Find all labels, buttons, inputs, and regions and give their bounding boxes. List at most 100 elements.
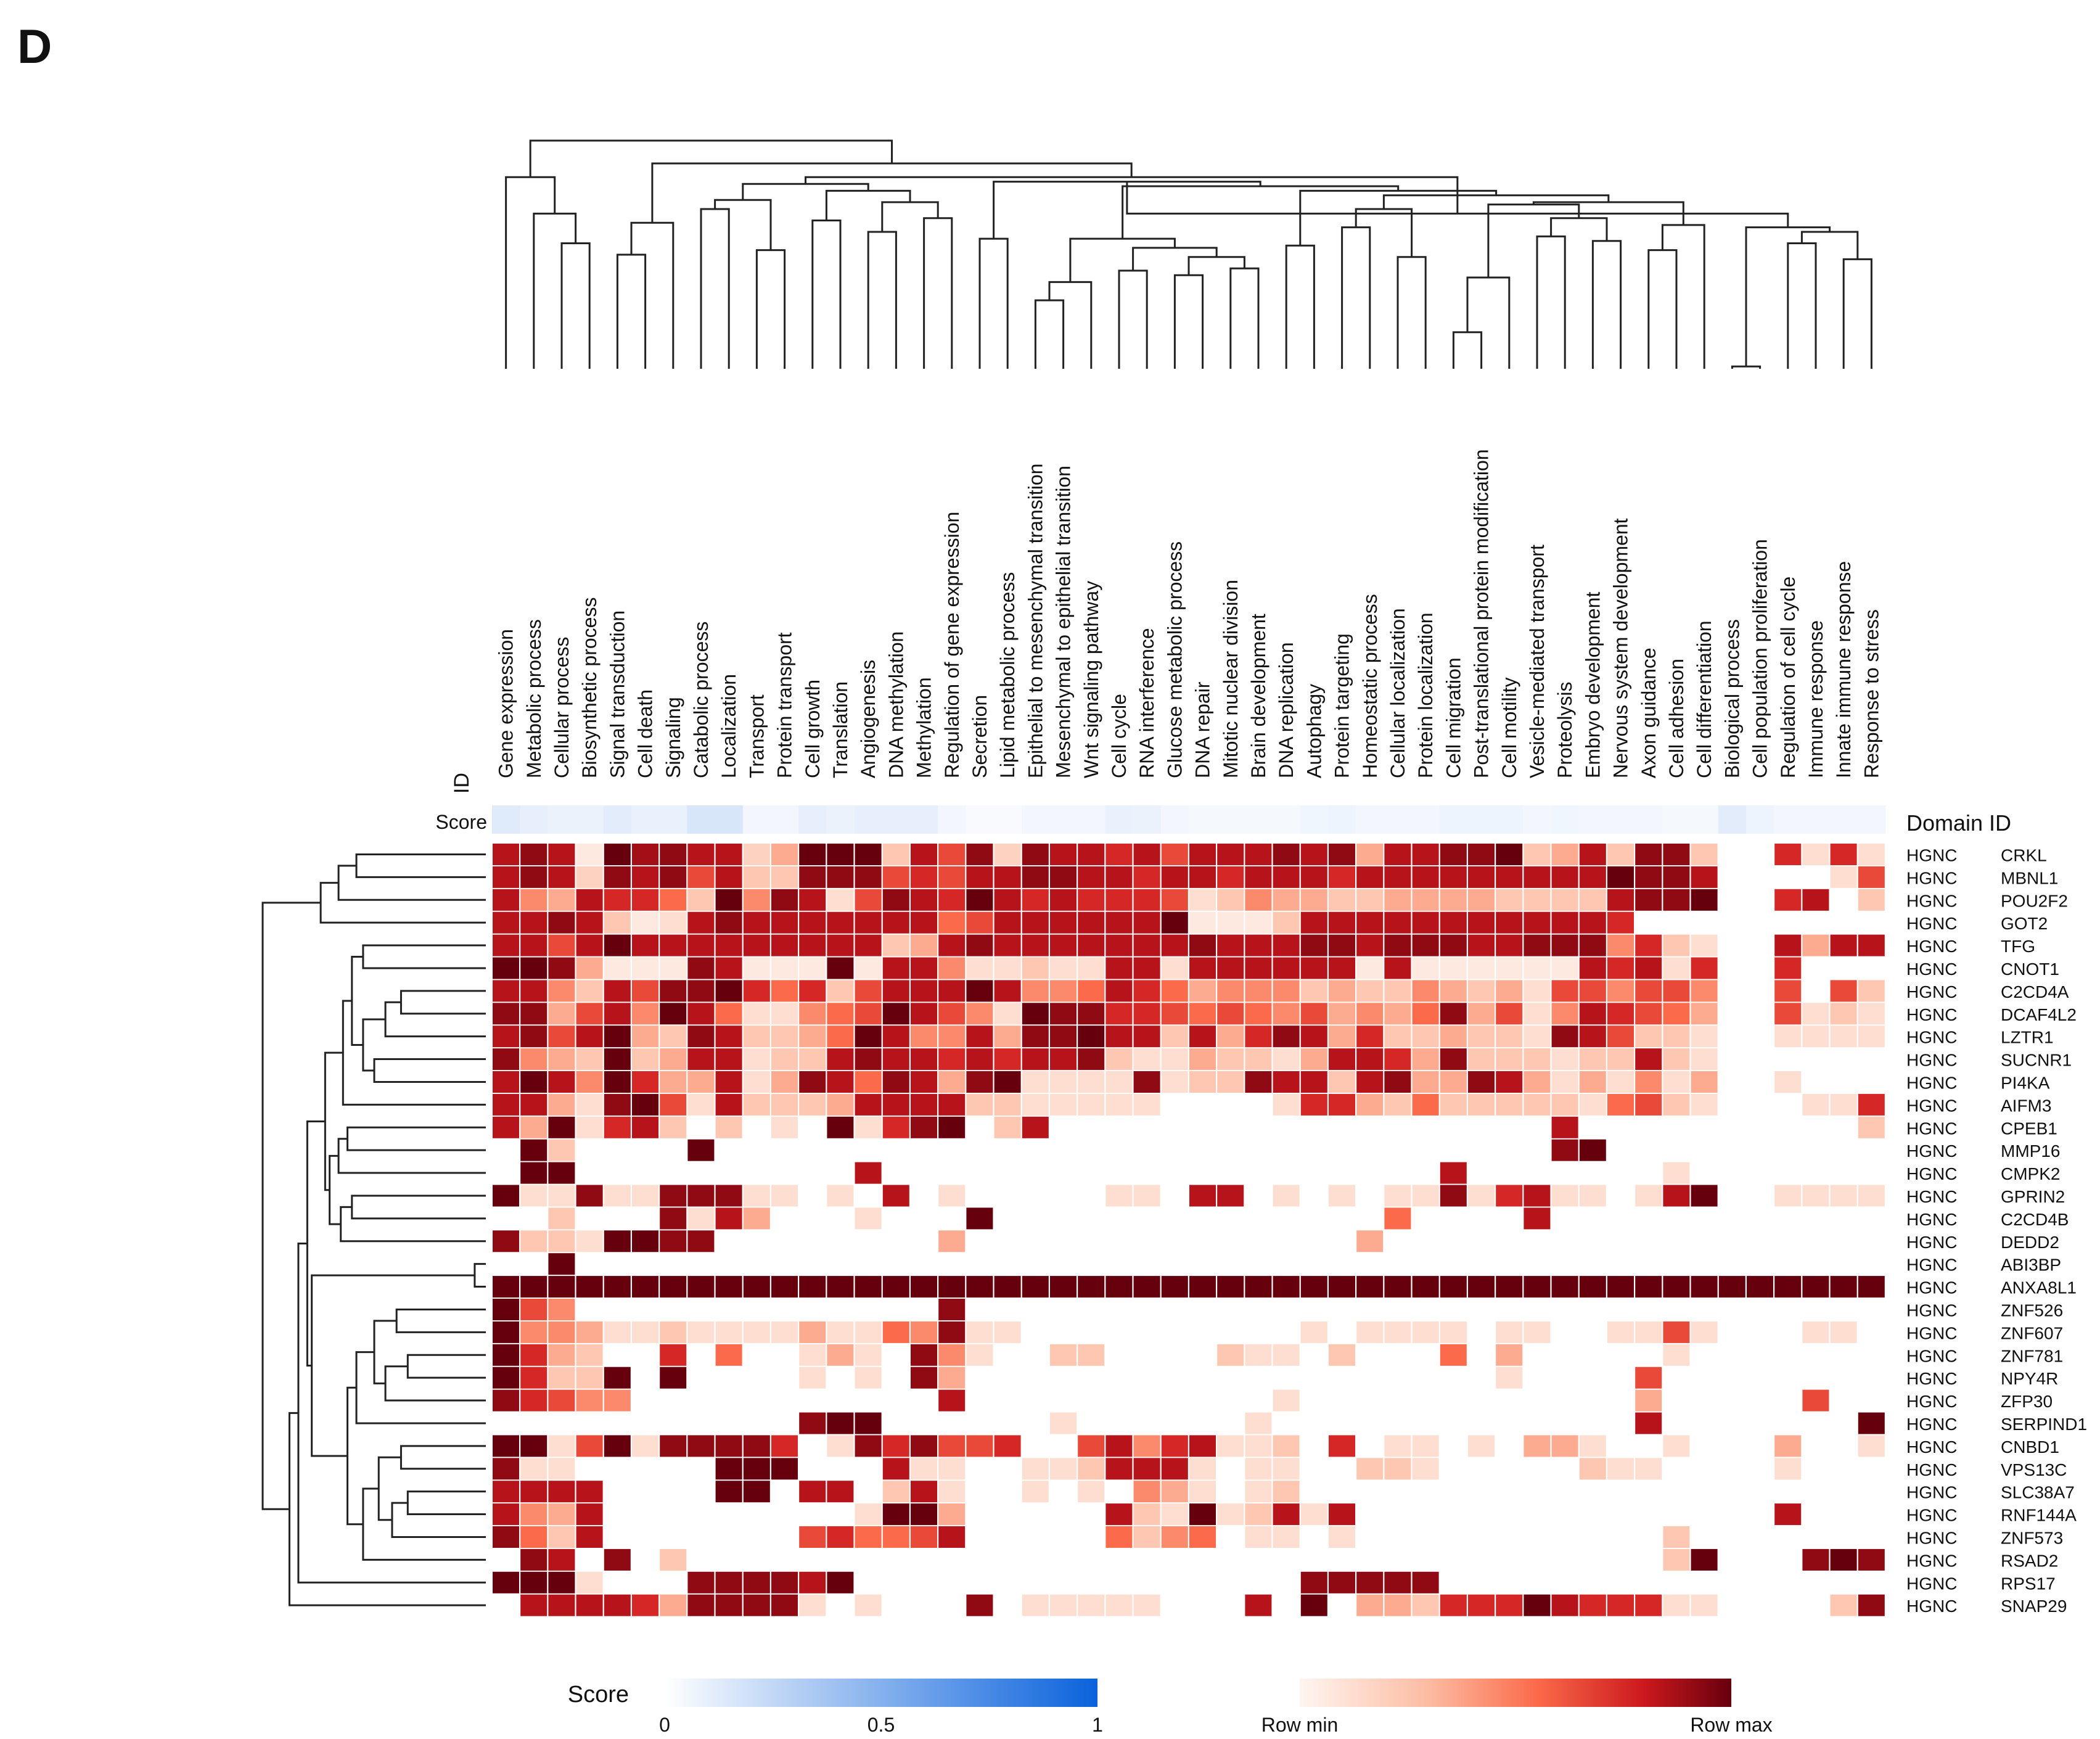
heatmap-cell [855, 1093, 882, 1116]
heatmap-cell [1579, 980, 1606, 1002]
column-label: Protein transport [774, 632, 796, 778]
heatmap-cell [1468, 1048, 1495, 1071]
heatmap-cell [827, 1435, 854, 1457]
heatmap-cell [1718, 1503, 1745, 1526]
score-cell [548, 805, 576, 834]
heatmap-cell [1217, 1367, 1244, 1389]
row-label: GPRIN2 [2001, 1187, 2065, 1206]
heatmap-cell [966, 1594, 993, 1616]
heatmap-cell [660, 1526, 687, 1548]
heatmap-cell [799, 1503, 826, 1526]
heatmap-cell [604, 911, 631, 934]
heatmap-cell [1802, 911, 1829, 934]
row-label: C2CD4A [2001, 982, 2069, 1001]
heatmap-cell [1718, 1299, 1745, 1320]
heatmap-cell [1858, 1185, 1885, 1207]
heatmap-cell [1468, 980, 1495, 1002]
column-label: Innate immune response [1832, 561, 1855, 778]
heatmap-cell [1830, 889, 1857, 911]
heatmap-cell [1607, 1367, 1634, 1389]
heatmap-cell [520, 1389, 548, 1412]
heatmap-cell [660, 1207, 687, 1230]
heatmap-cell [1384, 1185, 1411, 1207]
heatmap-cell [493, 957, 519, 979]
heatmap-cell [1663, 1162, 1690, 1184]
row-label: SERPIND1 [2001, 1415, 2087, 1434]
dendrogram-branch [1800, 231, 1859, 260]
heatmap-cell [520, 1276, 548, 1298]
heatmap-cell [855, 980, 882, 1002]
heatmap-cell [1245, 1116, 1272, 1138]
heatmap-cell [1579, 1571, 1606, 1593]
heatmap-cell [966, 1276, 993, 1298]
heatmap-cell [604, 1367, 631, 1389]
heatmap-cell [1217, 1139, 1244, 1161]
heatmap-cell [1189, 1253, 1216, 1275]
heatmap-cell [1105, 1276, 1133, 1298]
column-header-label: ID [450, 773, 474, 794]
dendrogram-branch [1355, 208, 1413, 257]
heatmap-cell [1440, 1571, 1467, 1593]
score-legend-tick: 1 [1092, 1714, 1103, 1736]
heatmap-cell [1161, 1389, 1188, 1412]
heatmap-cell [1774, 1412, 1802, 1434]
heatmap-cell [1468, 1207, 1495, 1230]
heatmap-cell [1078, 1344, 1105, 1366]
heatmap-cell [1607, 980, 1634, 1002]
score-cell [1160, 805, 1189, 834]
heatmap-cell [1551, 1571, 1578, 1593]
heatmap-cell [1078, 889, 1105, 911]
row-domain-label: HGNC [1906, 1301, 1957, 1320]
heatmap-cell [1412, 911, 1439, 934]
heatmap-cell [855, 1435, 882, 1457]
heatmap-cell [1747, 911, 1773, 934]
heatmap-cell [743, 1253, 770, 1275]
heatmap-cell [520, 1503, 548, 1526]
heatmap-cell [827, 911, 854, 934]
score-cell [854, 805, 883, 834]
heatmap-cell [827, 1276, 854, 1298]
heatmap-cell [855, 911, 882, 934]
heatmap-cell [1551, 1594, 1578, 1616]
heatmap-cell [1496, 844, 1523, 865]
heatmap-cell [1718, 1435, 1745, 1457]
heatmap-cell [1273, 1344, 1300, 1366]
heatmap-cell [1384, 1048, 1411, 1071]
score-cell [1857, 805, 1886, 834]
heatmap-cell [1635, 1253, 1662, 1275]
heatmap-cell [1217, 1253, 1244, 1275]
heatmap-cell [1774, 844, 1802, 865]
heatmap-cell [743, 1139, 770, 1161]
row-domain-label: HGNC [1906, 982, 1957, 1001]
heatmap-cell [1412, 1481, 1439, 1503]
heatmap-cell [771, 1093, 798, 1116]
heatmap-cell [743, 1207, 770, 1230]
heatmap-cell [1356, 1071, 1384, 1093]
heatmap-cell [855, 957, 882, 979]
heatmap-cell [1663, 866, 1690, 888]
column-label: Axon guidance [1638, 648, 1660, 778]
heatmap-cell [1300, 866, 1327, 888]
heatmap-cell [1440, 1185, 1467, 1207]
heatmap-cell [687, 1276, 715, 1298]
heatmap-cell [604, 1116, 631, 1138]
heatmap-cell [1496, 1412, 1523, 1434]
heatmap-cell [1858, 1003, 1885, 1025]
heatmap-cell [1078, 980, 1105, 1002]
heatmap-cell [576, 1139, 603, 1161]
heatmap-cell [1384, 1344, 1411, 1366]
heatmap-cell [1524, 1026, 1551, 1048]
heatmap-cell [994, 957, 1021, 979]
heatmap-cell [1774, 1162, 1802, 1184]
heatmap-cell [1022, 1162, 1049, 1184]
heatmap-cell [771, 911, 798, 934]
heatmap-cell [1579, 1548, 1606, 1571]
heatmap-cell [1440, 1481, 1467, 1503]
heatmap-cell [1050, 1185, 1077, 1207]
heatmap-cell [1161, 1548, 1188, 1571]
heatmap-cell [1663, 1230, 1690, 1252]
heatmap-cell [743, 1185, 770, 1207]
column-label: Vesicle-mediated transport [1526, 545, 1548, 778]
heatmap-cell [1273, 1116, 1300, 1138]
